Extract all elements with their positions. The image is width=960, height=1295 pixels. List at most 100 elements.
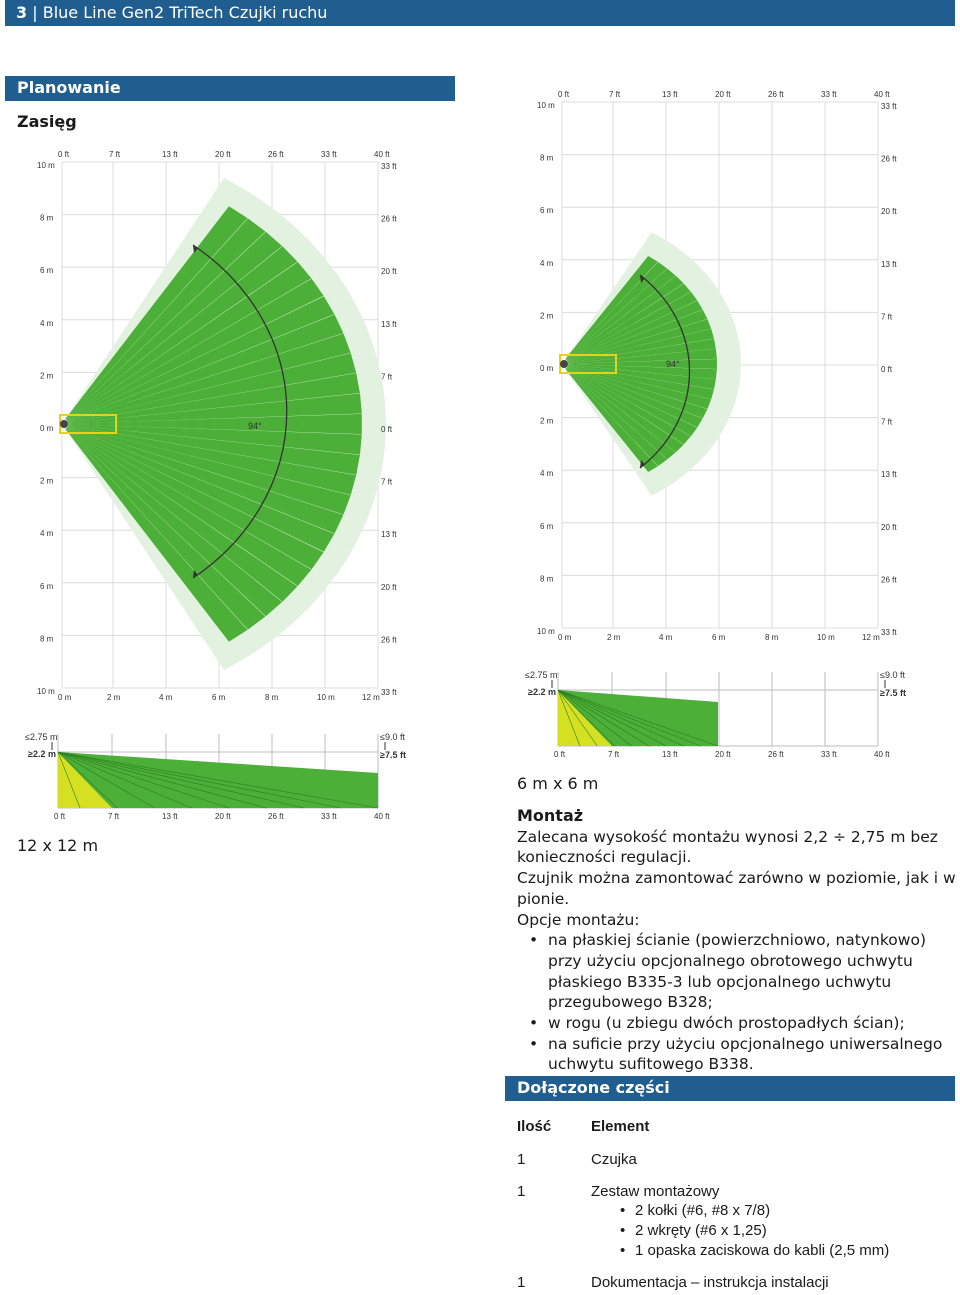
- beam-zone: [65, 218, 266, 420]
- tick-label: 40 ft: [374, 150, 390, 159]
- section-included-parts: Dołączone części: [505, 1076, 955, 1101]
- beam-zone: [566, 268, 676, 360]
- tick-label: 0 ft: [558, 90, 570, 99]
- beam-zone: [567, 338, 716, 364]
- tick-label: 33 ft: [381, 162, 397, 171]
- tick-label: 20 ft: [881, 523, 897, 532]
- beam-zone: [567, 365, 712, 409]
- side-ray: [557, 689, 701, 747]
- tick-label: 2 m: [607, 633, 621, 642]
- tick-label: 6 m: [40, 266, 54, 275]
- side-ray: [557, 689, 632, 747]
- tick-label: 0 ft: [381, 425, 393, 434]
- tick-label: 6 m: [40, 582, 54, 591]
- tick-label: 7 ft: [381, 478, 393, 487]
- side-ray: [557, 689, 650, 747]
- beam-zone: [67, 333, 351, 423]
- beam-zone: [67, 424, 360, 475]
- tick-label: 40 ft: [874, 750, 890, 759]
- row-qty: 1: [517, 1151, 526, 1168]
- beam-zone: [68, 424, 362, 455]
- row-qty: 1: [517, 1274, 526, 1291]
- tick-label: 26 ft: [881, 575, 897, 584]
- tick-label: 13 ft: [881, 470, 897, 479]
- tick-label: 8 m: [540, 574, 554, 583]
- section-planning: Planowanie: [5, 76, 455, 101]
- side-ray: [557, 689, 667, 747]
- beam-zone: [67, 353, 357, 423]
- beam-zone: [67, 425, 357, 495]
- tick-label: 0 ft: [554, 750, 566, 759]
- tick-label: 33 ft: [321, 812, 337, 821]
- tick-label: 4 m: [540, 259, 554, 268]
- mounting-options-title: Opcje montażu:: [517, 910, 640, 929]
- header-separator: |: [32, 3, 38, 22]
- beam-zone: [66, 231, 283, 420]
- tick-label: 20 ft: [215, 150, 231, 159]
- beam-zone: [65, 428, 266, 630]
- sub-item: 2 wkręty (#6 x 1,25): [620, 1222, 767, 1239]
- list-item: na suficie przy użyciu opcjonalnego uniw…: [529, 1034, 957, 1075]
- tick-label: 8 m: [765, 633, 779, 642]
- side-min-m: ≥2.2 m: [28, 749, 56, 759]
- mounting-orientation-text: Czujnik można zamontować zarówno w pozio…: [517, 869, 956, 908]
- beam-zone: [567, 309, 708, 362]
- row-element: Zestaw montażowy: [591, 1183, 720, 1200]
- col-qty-header: Ilość: [517, 1118, 552, 1135]
- page-number: 3: [16, 3, 28, 22]
- side-ray: [57, 751, 118, 809]
- beam-zone: [65, 428, 248, 642]
- beam-zone: [567, 366, 708, 419]
- side-max-ft: ≤9.0 ft: [380, 732, 405, 742]
- tick-label: 10 m: [537, 101, 555, 110]
- tick-label: 4 m: [40, 319, 54, 328]
- side-ray: [57, 751, 192, 809]
- tick-label: 0 ft: [58, 150, 70, 159]
- angle-arc: [192, 244, 288, 579]
- tick-label: 13 ft: [662, 750, 678, 759]
- tick-label: 0 ft: [54, 812, 66, 821]
- beam-zone: [567, 300, 703, 362]
- side-ray: [557, 689, 719, 747]
- tick-label: 7 ft: [109, 150, 121, 159]
- row-element: Czujka: [591, 1151, 637, 1168]
- left-diagram-caption: 12 x 12 m: [17, 836, 99, 855]
- beam-zone: [568, 348, 717, 364]
- tick-label: 2 m: [107, 693, 121, 702]
- left-side-view-diagram: ≤2.75 m ≥2.2 m ≤9.0 ft ≥7.5 ft 0 ft 7 ft 1…: [25, 732, 406, 821]
- tick-label: 6 m: [212, 693, 226, 702]
- sub-item: 1 opaska zaciskowa do kabli (2,5 mm): [620, 1242, 889, 1259]
- tick-label: 10 m: [37, 161, 55, 170]
- tick-label: 0 m: [58, 693, 72, 702]
- left-top-view-diagram: 94° 0 ft 7 ft 13 ft 20 ft 26 ft 33 ft 40 ft 10…: [37, 150, 397, 702]
- tick-label: 10 m: [537, 627, 555, 636]
- side-ray: [57, 751, 267, 809]
- tick-label: 8 m: [40, 634, 54, 643]
- tick-label: 10 m: [817, 633, 835, 642]
- tick-label: 0 m: [40, 424, 54, 433]
- tick-label: 8 m: [265, 693, 279, 702]
- tick-label: 2 m: [540, 417, 554, 426]
- beam-zone: [66, 262, 312, 421]
- beam-zone: [66, 427, 298, 602]
- tick-label: 0 m: [558, 633, 572, 642]
- beam-zone: [565, 256, 658, 360]
- tick-label: 13 ft: [162, 150, 178, 159]
- beam-zone: [67, 426, 344, 534]
- tick-label: 33 ft: [381, 688, 397, 697]
- side-ray: [557, 689, 581, 747]
- col-element-header: Element: [591, 1118, 650, 1135]
- angle-arc: [639, 274, 691, 469]
- tick-label: 10 m: [37, 687, 55, 696]
- tick-label: 7 ft: [609, 90, 621, 99]
- beam-zone: [66, 427, 312, 586]
- beam-zone: [68, 413, 362, 435]
- side-ray: [57, 751, 155, 809]
- side-max-ft: ≤9.0 ft: [880, 670, 905, 680]
- tick-label: 26 ft: [768, 90, 784, 99]
- tick-label: 20 ft: [215, 812, 231, 821]
- list-item: w rogu (u zbiegu dwóch prostopadłych ści…: [529, 1013, 957, 1034]
- tick-label: 8 m: [540, 154, 554, 163]
- row-element: Dokumentacja – instrukcja instalacji: [591, 1274, 829, 1291]
- tick-label: 7 ft: [881, 312, 893, 321]
